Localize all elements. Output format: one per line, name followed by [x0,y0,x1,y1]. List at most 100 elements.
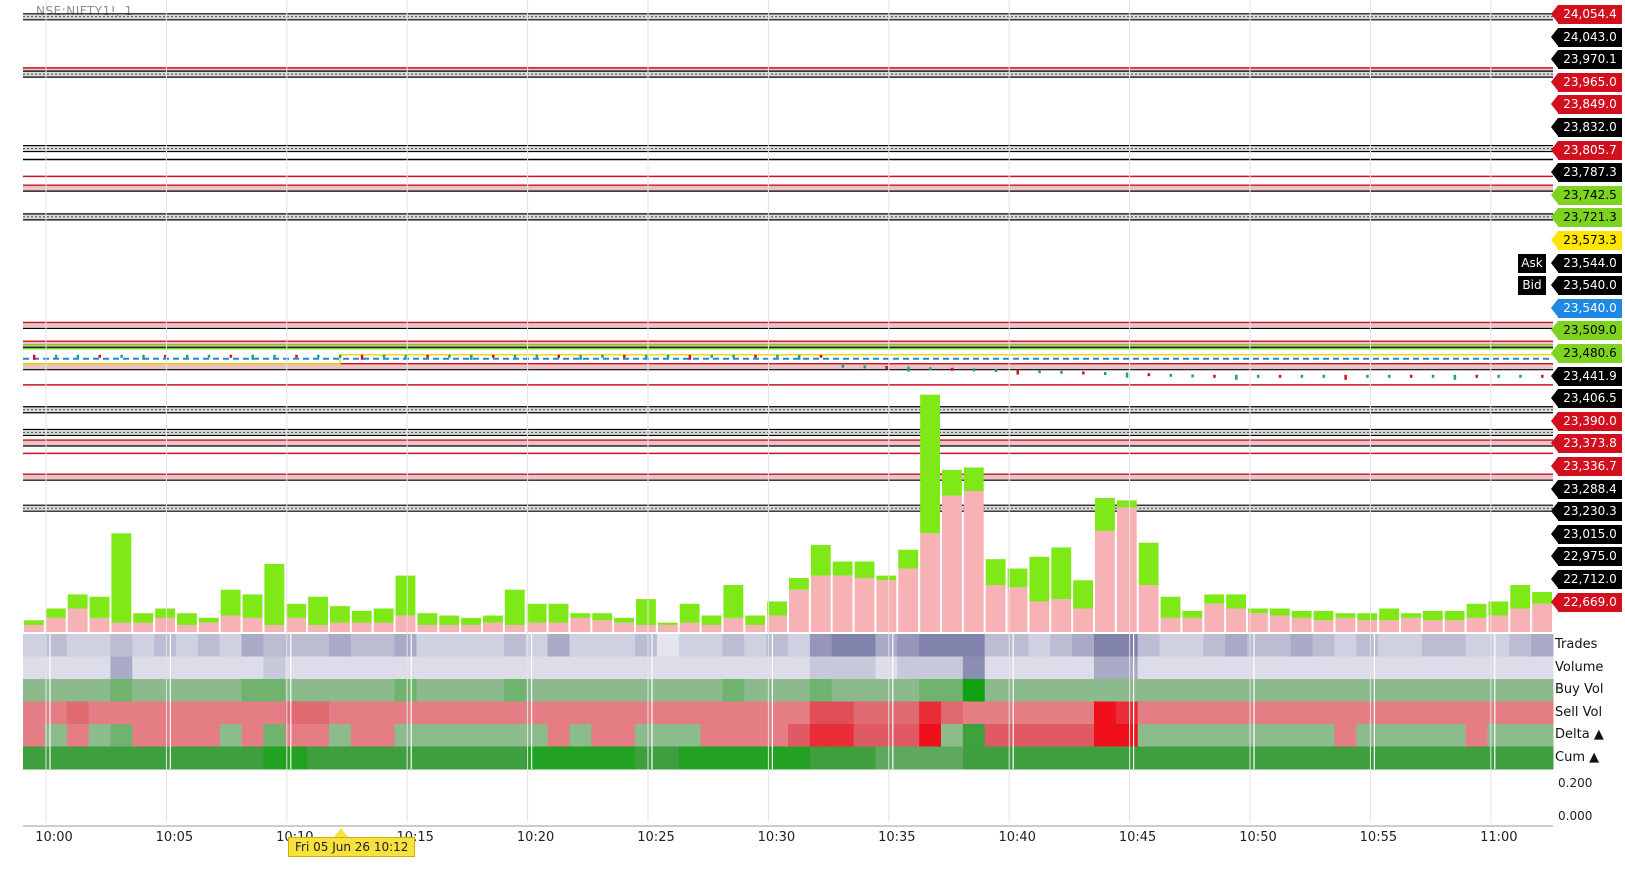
footprint-cell [1203,656,1226,680]
footprint-cell [329,724,352,747]
footprint-cell [1268,746,1292,770]
price-label-pointer-icon [1551,411,1558,430]
footprint-cell [962,701,986,725]
level-band [23,474,1553,481]
footprint-row-label: Buy Vol [1555,682,1604,697]
footprint-cell [678,724,702,747]
bid-label: Bid [1518,276,1546,295]
footprint-cell [525,679,549,702]
footprint-cell [1400,656,1423,680]
footprint-cell [897,656,920,680]
price-label-pointer-icon [1551,253,1558,272]
footprint-cell [241,746,264,770]
footprint-cell [503,634,527,657]
footprint-cell [919,656,942,680]
footprint-cell [197,746,221,770]
sell-volume-bar [1357,620,1378,632]
footprint-cell [482,656,505,680]
footprint-cell [66,724,90,747]
footprint-cell [285,679,308,702]
sell-volume-bar [1182,617,1203,632]
footprint-cell [1159,746,1182,770]
footprint-cell [875,656,898,680]
footprint-cell [853,656,876,680]
price-label-pointer-icon [1551,570,1558,588]
footprint-cell [1290,701,1314,725]
price-tick [885,365,888,369]
footprint-cell [1181,724,1204,747]
footprint-cell [1356,634,1379,657]
price-tick [273,354,276,358]
footprint-cell [1268,724,1292,747]
price-tick [1388,374,1391,378]
footprint-cell [307,656,330,680]
footprint-cell [831,679,855,702]
sell-volume-bar [723,617,744,632]
footprint-cell [110,746,133,770]
footprint-cell [1050,634,1073,657]
price-tick [164,354,167,358]
footprint-cell [1400,724,1423,747]
footprint-cell [503,746,527,770]
price-label-pointer-icon [1551,457,1558,475]
footprint-cell [460,724,483,747]
price-tick [623,354,626,358]
buy-volume-bar [45,608,66,618]
footprint-cell [350,679,374,702]
sell-volume-bar [1401,617,1421,632]
footprint-cell [1378,701,1401,725]
buy-volume-bar [1313,610,1334,621]
footprint-cell [897,701,920,725]
footprint-cell [1028,746,1051,770]
price-tick [185,354,189,358]
sell-volume-bar [417,624,438,632]
footprint-cell [460,679,483,702]
price-tick [535,354,539,358]
buy-volume-bar [657,622,678,625]
buy-volume-bar [1488,601,1509,616]
footprint-cell [613,634,636,657]
footprint-cell [132,634,155,657]
footprint-cell [1443,656,1467,680]
footprint-cell [132,724,155,747]
footprint-cell [154,656,177,680]
sell-volume-bar [745,624,766,632]
footprint-cell [1203,679,1226,702]
footprint-cell [66,679,90,702]
footprint-cell [66,656,90,680]
footprint-cell [1378,679,1401,702]
footprint-cell [722,701,745,725]
price-tick [579,354,582,360]
price-label: 22,975.0 [1551,547,1622,567]
footprint-cell [503,679,527,702]
sell-volume-bar [330,622,350,632]
price-label-pointer-icon [1551,502,1558,521]
footprint-cell [1290,746,1314,770]
buy-volume-bar [242,594,263,618]
footprint-cell [809,746,833,770]
footprint-cell [678,634,702,657]
footprint-cell [1006,724,1029,747]
footprint-cell [1115,724,1139,747]
sell-volume-bar [657,624,678,632]
footprint-cell [176,634,199,657]
buy-volume-bar [395,575,416,616]
footprint-cell [372,634,396,657]
footprint-cell [613,656,636,680]
price-label: 23,742.5 [1551,185,1622,205]
footprint-cell [1072,634,1095,657]
buy-volume-bar [1269,608,1290,616]
vwap-line [23,354,1553,365]
footprint-cell [831,634,855,657]
footprint-cell [1225,656,1248,680]
price-tick [1453,374,1457,380]
price-tick [1256,374,1260,378]
oscillator-scale-top: 0.200 [1558,776,1593,790]
sell-volume-bar [592,620,613,632]
footprint-cell [722,746,745,770]
sell-volume-bar [24,624,44,632]
footprint-cell [700,724,723,747]
buy-volume-bar [1007,568,1028,588]
footprint-cell [656,679,680,702]
